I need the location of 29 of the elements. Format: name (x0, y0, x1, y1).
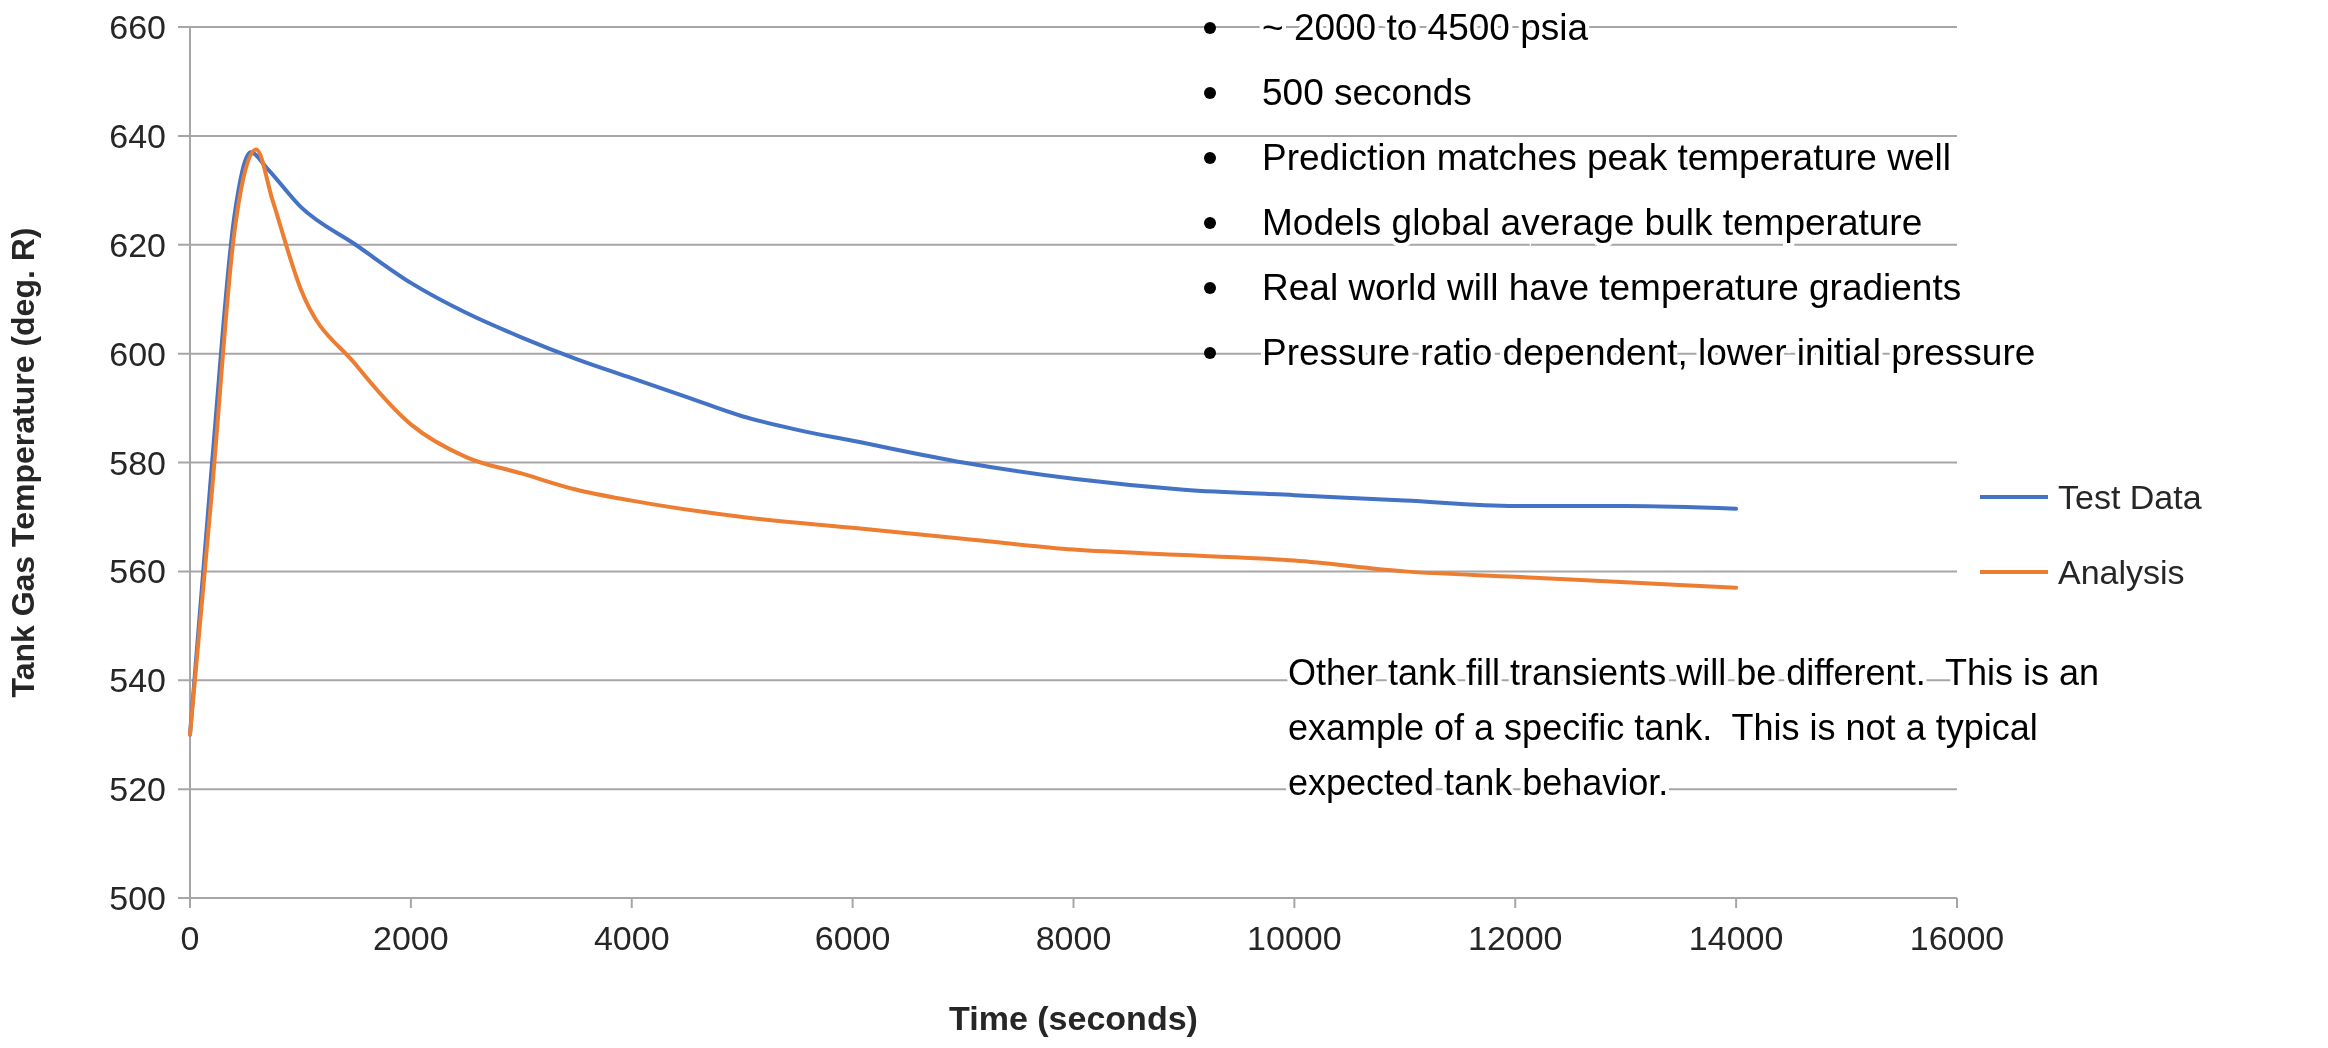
y-axis-title: Tank Gas Temperature (deg. R) (5, 227, 41, 698)
x-tick-label: 10000 (1247, 919, 1342, 957)
y-tick-label: 660 (109, 8, 166, 46)
x-tick-label: 0 (180, 919, 200, 957)
y-tick-label: 580 (109, 443, 166, 482)
y-tick-label: 600 (109, 334, 166, 373)
annotation: 500 seconds (1262, 72, 1472, 113)
x-tick-label: 16000 (1909, 919, 2005, 957)
annotation: Pressure ratio dependent, lower initial pressure (1262, 332, 2036, 373)
x-tick-label: 6000 (814, 919, 891, 957)
legend-label: Analysis (2058, 553, 2185, 591)
legend-label: Test Data (2058, 478, 2202, 516)
annotation: Other tank fill transients will be different. This is an example of a specific tank. This is not a typical expected tank behavior. (1288, 652, 2100, 803)
x-tick-label: 4000 (593, 919, 670, 957)
y-tick-label: 520 (109, 770, 166, 809)
annotation: Models global average bulk temperature (1262, 202, 1923, 243)
y-tick-label: 560 (109, 552, 166, 591)
annotation: Real world will have temperature gradients (1262, 267, 1962, 308)
y-tick-label: 620 (109, 225, 166, 264)
y-tick-label: 640 (109, 116, 166, 155)
x-axis-title: Time (seconds) (949, 999, 1198, 1037)
x-tick-label: 2000 (373, 919, 449, 957)
annotation: Prediction matches peak temperature well (1262, 137, 1951, 178)
y-tick-label: 500 (109, 879, 166, 917)
annotation: ~ 2000 to 4500 psia (1262, 7, 1589, 48)
x-tick-label: 12000 (1467, 919, 1563, 957)
x-tick-label: 8000 (1035, 919, 1112, 957)
y-tick-label: 540 (109, 661, 166, 700)
x-tick-label: 14000 (1688, 919, 1784, 957)
